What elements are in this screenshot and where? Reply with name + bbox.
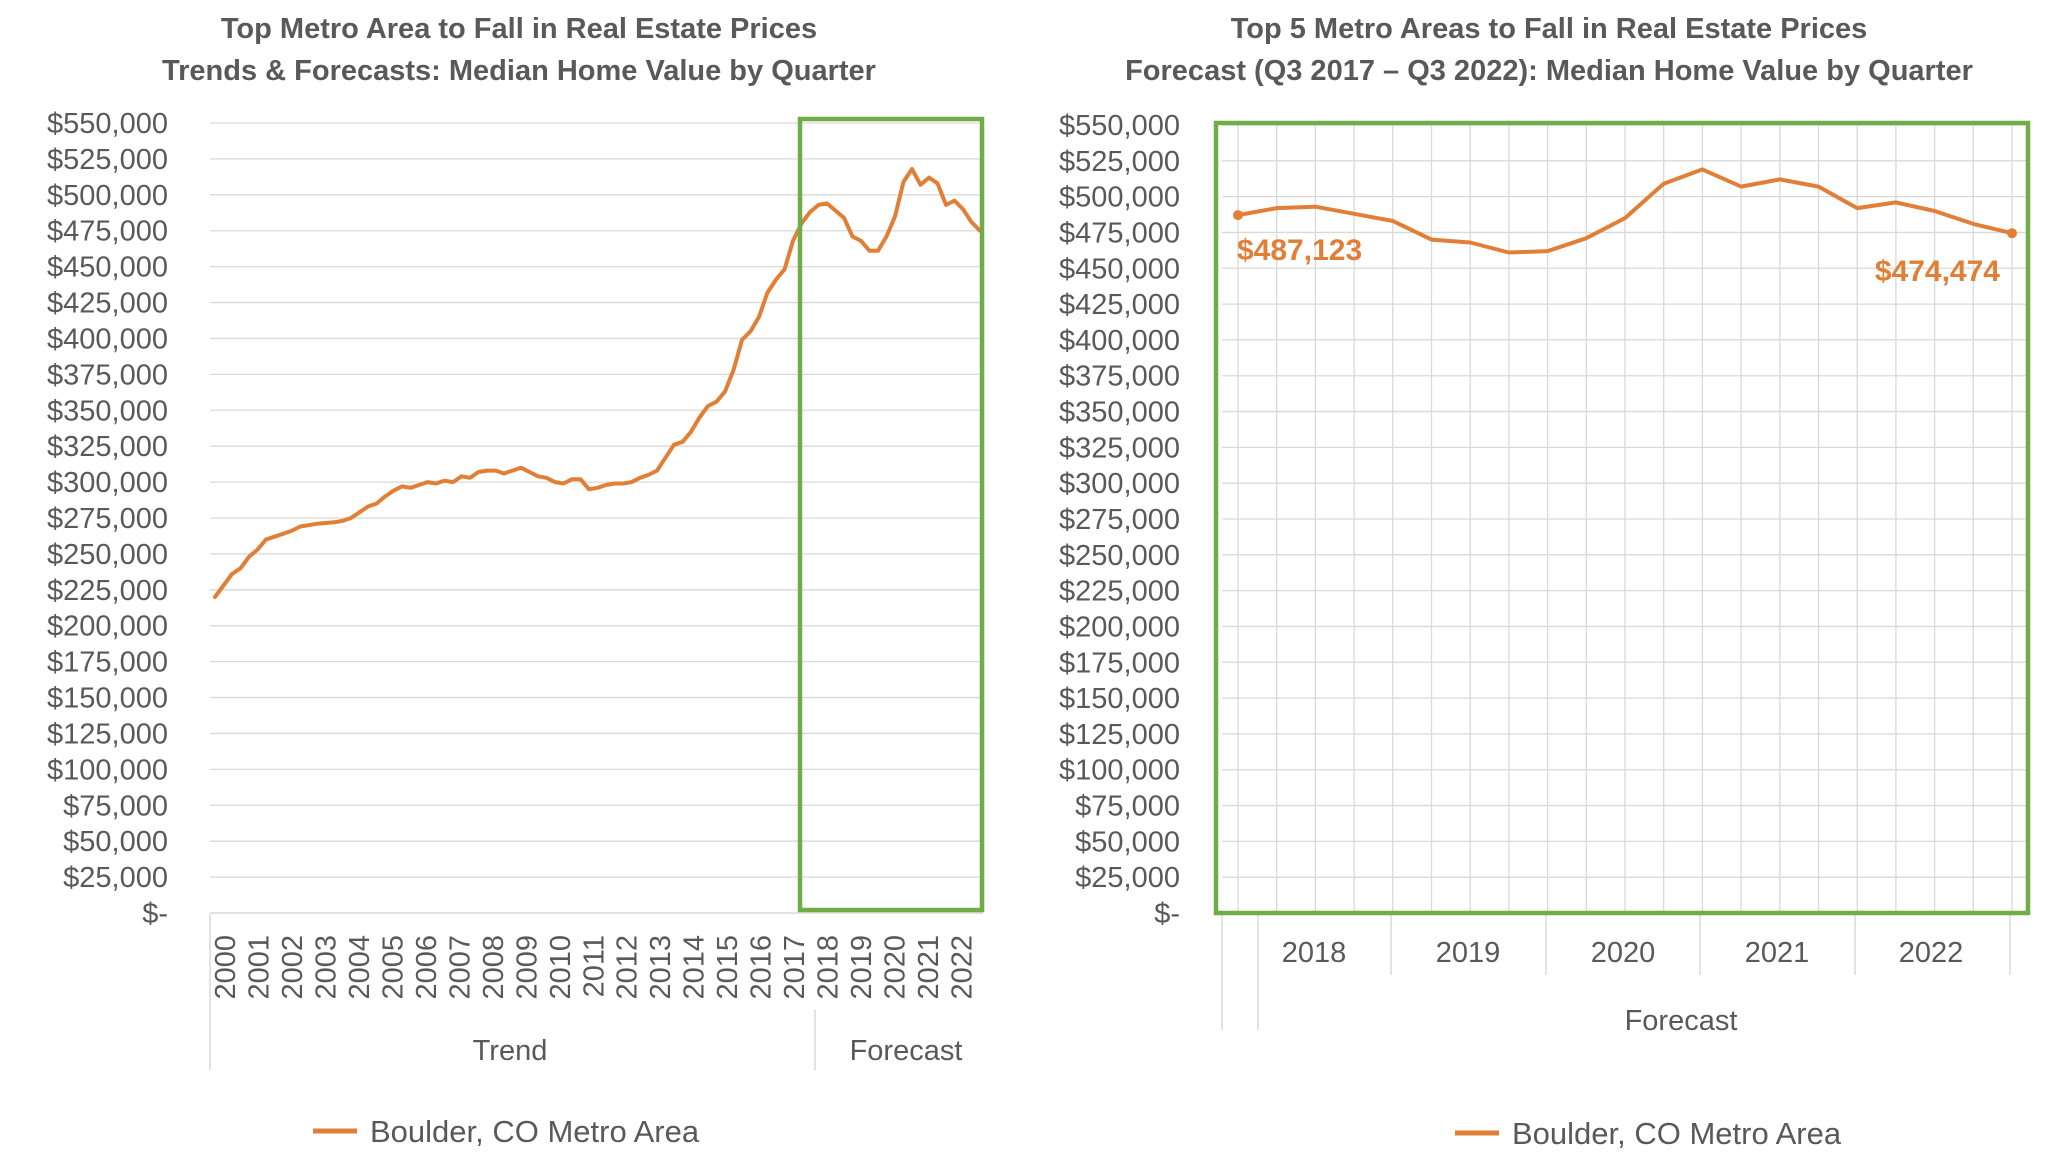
left-x-tick-label: 2000	[210, 935, 242, 1000]
right-x-tick-label: 2021	[1745, 937, 1810, 969]
right-x-axis: 2018 2019 2020 2021 2022	[1221, 913, 2011, 1030]
left-x-tick-label: 2019	[846, 935, 878, 1000]
right-group-forecast: Forecast	[1625, 1005, 1738, 1037]
right-y-tick-label: $275,000	[1059, 504, 1180, 536]
left-y-tick-label: $25,000	[63, 862, 168, 894]
left-legend-label: Boulder, CO Metro Area	[370, 1114, 700, 1149]
right-y-tick-label: $225,000	[1059, 576, 1180, 608]
right-y-tick-label: $-	[1154, 898, 1180, 930]
right-legend-label: Boulder, CO Metro Area	[1512, 1116, 1842, 1151]
left-x-tick-label: 2013	[645, 935, 677, 1000]
left-y-tick-label: $50,000	[63, 826, 168, 858]
right-y-tick-label: $550,000	[1059, 110, 1180, 142]
right-y-tick-label: $50,000	[1075, 826, 1180, 858]
left-y-tick-label: $225,000	[47, 575, 168, 607]
left-x-tick-label: 2008	[478, 935, 510, 1000]
left-x-tick-label: 2009	[511, 935, 543, 1000]
left-x-tick-label: 2014	[679, 935, 711, 1000]
left-y-axis: $-$25,000$50,000$75,000$100,000$125,000$…	[47, 108, 168, 930]
right-first-point-label: $487,123	[1237, 234, 1362, 267]
right-first-point-marker	[1233, 210, 1243, 221]
left-chart-title: Top Metro Area to Fall in Real Estate Pr…	[221, 13, 817, 45]
right-y-tick-label: $100,000	[1059, 755, 1180, 787]
right-forecast-highlight-box	[1213, 120, 2031, 916]
right-y-tick-label: $500,000	[1059, 182, 1180, 214]
left-group-trend: Trend	[473, 1035, 548, 1067]
right-chart-title: Top 5 Metro Areas to Fall in Real Estate…	[1231, 13, 1868, 45]
left-x-tick-label: 2016	[746, 935, 778, 1000]
right-x-tick-label: 2018	[1282, 937, 1347, 969]
left-y-tick-label: $475,000	[47, 216, 168, 248]
left-group-forecast: Forecast	[850, 1035, 963, 1067]
left-x-tick-label: 2010	[545, 935, 577, 1000]
left-chart-subtitle: Trends & Forecasts: Median Home Value by…	[162, 55, 876, 87]
left-y-tick-label: $525,000	[47, 144, 168, 176]
left-x-tick-label: 2022	[947, 935, 979, 1000]
left-y-tick-label: $125,000	[47, 718, 168, 750]
right-y-tick-label: $375,000	[1059, 361, 1180, 393]
right-y-tick-label: $525,000	[1059, 146, 1180, 178]
right-y-tick-label: $325,000	[1059, 432, 1180, 464]
right-x-tick-label: 2022	[1899, 937, 1964, 969]
left-y-tick-label: $75,000	[63, 790, 168, 822]
right-y-tick-label: $200,000	[1059, 611, 1180, 643]
left-y-tick-label: $350,000	[47, 395, 168, 427]
left-y-tick-label: $325,000	[47, 431, 168, 463]
right-y-tick-label: $350,000	[1059, 397, 1180, 429]
left-x-tick-label: 2018	[813, 935, 845, 1000]
right-last-point-label: $474,474	[1875, 255, 2000, 288]
left-x-tick-label: 2020	[880, 935, 912, 1000]
right-y-tick-label: $400,000	[1059, 325, 1180, 357]
right-x-tick-label: 2020	[1591, 937, 1656, 969]
right-y-axis: $- $25,000 $50,000$75,000 $100,000 $125,000 $…	[1059, 110, 1180, 930]
left-y-tick-label: $400,000	[47, 323, 168, 355]
left-x-tick-label: 2002	[277, 935, 309, 1000]
left-x-tick-label: 2004	[344, 935, 376, 1000]
right-y-tick-label: $25,000	[1075, 862, 1180, 894]
left-x-tick-label: 2006	[411, 935, 443, 1000]
left-x-tick-label: 2021	[913, 935, 945, 1000]
right-last-point-marker	[2007, 228, 2017, 239]
left-y-tick-label: $500,000	[47, 180, 168, 212]
left-y-tick-label: $175,000	[47, 647, 168, 679]
left-chart: Top Metro Area to Fall in Real Estate Pr…	[47, 13, 985, 1149]
right-y-tick-label: $475,000	[1059, 217, 1180, 249]
right-y-tick-label: $75,000	[1075, 791, 1180, 823]
left-x-tick-label: 2015	[712, 935, 744, 1000]
left-y-tick-label: $450,000	[47, 252, 168, 284]
left-x-axis: 2000 2001 2002 2003 2004 2005 2006 2007 2008 2009…	[209, 913, 979, 1070]
left-x-tick-label: 2005	[377, 935, 409, 1000]
left-forecast-highlight-box	[797, 116, 985, 913]
left-x-tick-label: 2003	[310, 935, 342, 1000]
left-y-tick-label: $425,000	[47, 288, 168, 320]
left-y-tick-label: $275,000	[47, 503, 168, 535]
left-y-tick-label: $-	[142, 898, 168, 930]
right-chart-subtitle: Forecast (Q3 2017 – Q3 2022): Median Hom…	[1125, 55, 1973, 87]
left-y-tick-label: $375,000	[47, 359, 168, 391]
left-gridlines	[210, 122, 983, 914]
right-y-tick-label: $150,000	[1059, 683, 1180, 715]
right-x-tick-label: 2019	[1436, 937, 1501, 969]
right-y-tick-label: $450,000	[1059, 253, 1180, 285]
left-y-tick-label: $200,000	[47, 611, 168, 643]
left-y-tick-label: $150,000	[47, 683, 168, 715]
left-y-tick-label: $550,000	[47, 108, 168, 140]
left-x-tick-label: 2007	[444, 935, 476, 1000]
right-chart: Top 5 Metro Areas to Fall in Real Estate…	[1059, 13, 2031, 1151]
right-y-tick-label: $125,000	[1059, 719, 1180, 751]
left-x-tick-label: 2012	[612, 935, 644, 1000]
right-y-tick-label: $250,000	[1059, 540, 1180, 572]
right-y-tick-label: $175,000	[1059, 647, 1180, 679]
left-y-tick-label: $300,000	[47, 467, 168, 499]
left-x-tick-label: 2011	[578, 935, 610, 997]
left-x-tick-label: 2017	[779, 935, 811, 1000]
left-y-tick-label: $100,000	[47, 754, 168, 786]
right-y-tick-label: $425,000	[1059, 289, 1180, 321]
left-y-tick-label: $250,000	[47, 539, 168, 571]
right-series-line	[1236, 167, 2014, 255]
right-y-tick-label: $300,000	[1059, 468, 1180, 500]
left-x-tick-label: 2001	[243, 935, 275, 1000]
left-series-line	[213, 167, 982, 599]
